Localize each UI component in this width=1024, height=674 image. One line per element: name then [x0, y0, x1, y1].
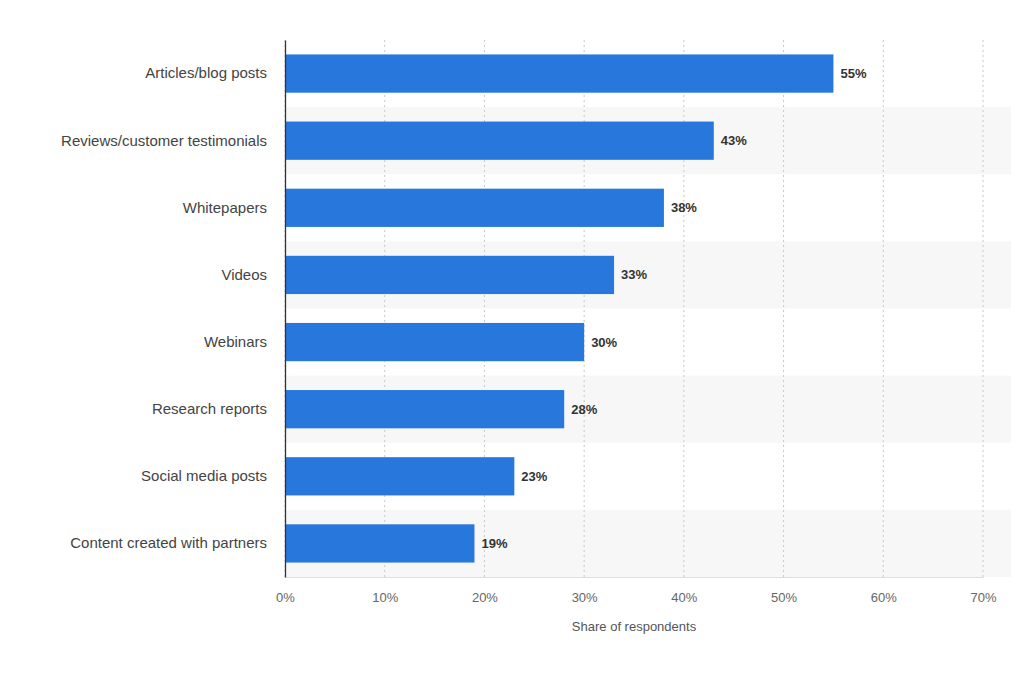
- bars: [285, 54, 833, 562]
- bar: [285, 122, 714, 160]
- x-axis-title: Share of respondents: [572, 619, 697, 634]
- data-label: 28%: [571, 402, 597, 417]
- row-stripe: [285, 107, 1011, 174]
- x-tick: 0%: [276, 577, 295, 605]
- y-tick-label: Reviews/customer testimonials: [61, 131, 267, 148]
- grid: [285, 40, 983, 577]
- x-tick: 10%: [372, 577, 398, 605]
- y-tick: Social media posts: [141, 467, 285, 484]
- bar: [285, 524, 474, 562]
- data-label: 43%: [721, 133, 747, 148]
- y-tick: Whitepapers: [183, 199, 285, 216]
- data-label: 33%: [621, 267, 647, 282]
- plot: 55% 43% 38% 33% 30% 28% 23% 19% 0% 10% 20% 30% 40% 50…: [61, 40, 1011, 605]
- x-tick-label: 70%: [970, 590, 996, 605]
- data-label: 23%: [521, 469, 547, 484]
- grid-line: [484, 40, 485, 577]
- bar: [285, 323, 584, 361]
- data-labels: 55% 43% 38% 33% 30% 28% 23% 19%: [481, 66, 866, 551]
- chart: 55% 43% 38% 33% 30% 28% 23% 19% 0% 10% 20% 30% 40% 50…: [0, 0, 1024, 674]
- bar: [285, 54, 833, 92]
- grid-line: [584, 40, 585, 577]
- x-tick-label: 10%: [372, 590, 398, 605]
- row-stripes: [285, 107, 1011, 577]
- x-tick-label: 20%: [472, 590, 498, 605]
- bar: [285, 390, 564, 428]
- x-axis-line: [286, 577, 984, 578]
- grid-line: [883, 40, 884, 577]
- row-stripe: [285, 510, 1011, 577]
- bar: [285, 256, 614, 294]
- x-tick-label: 50%: [771, 590, 797, 605]
- y-tick-label: Research reports: [152, 400, 267, 417]
- x-tick-label: 60%: [871, 590, 897, 605]
- x-tick-label: 40%: [671, 590, 697, 605]
- y-tick: Webinars: [204, 333, 285, 350]
- y-tick: Videos: [221, 266, 285, 283]
- y-tick: Content created with partners: [70, 534, 285, 551]
- x-tick: 40%: [671, 577, 697, 605]
- bar: [285, 189, 664, 227]
- data-label: 30%: [591, 335, 617, 350]
- data-label: 38%: [671, 200, 697, 215]
- x-tick: 70%: [970, 577, 996, 605]
- y-tick: Articles/blog posts: [145, 64, 285, 81]
- row-stripe: [285, 241, 1011, 308]
- y-tick-label: Social media posts: [141, 467, 267, 484]
- y-tick-label: Webinars: [204, 333, 267, 350]
- row-stripe: [285, 376, 1011, 443]
- grid-line: [783, 40, 784, 577]
- x-tick: 30%: [572, 577, 598, 605]
- data-label: 55%: [840, 66, 866, 81]
- x-tick: 20%: [472, 577, 498, 605]
- y-tick: Reviews/customer testimonials: [61, 131, 285, 148]
- grid-line: [285, 40, 286, 577]
- grid-line: [983, 40, 984, 577]
- grid-line: [384, 40, 385, 577]
- data-label: 19%: [481, 536, 507, 551]
- y-axis-line: [285, 41, 286, 578]
- x-tick: 50%: [771, 577, 797, 605]
- x-tick-label: 30%: [572, 590, 598, 605]
- y-tick-label: Whitepapers: [183, 199, 267, 216]
- x-tick: 60%: [871, 577, 897, 605]
- bar: [285, 457, 514, 495]
- x-axis: 0% 10% 20% 30% 40% 50% 60% 70%: [276, 577, 997, 605]
- y-axis: Articles/blog posts Reviews/customer test…: [61, 41, 285, 578]
- y-tick-label: Content created with partners: [70, 534, 267, 551]
- y-tick: Research reports: [152, 400, 285, 417]
- x-tick-label: 0%: [276, 590, 295, 605]
- grid-line: [683, 40, 684, 577]
- y-tick-label: Articles/blog posts: [145, 64, 267, 81]
- y-tick-label: Videos: [221, 266, 267, 283]
